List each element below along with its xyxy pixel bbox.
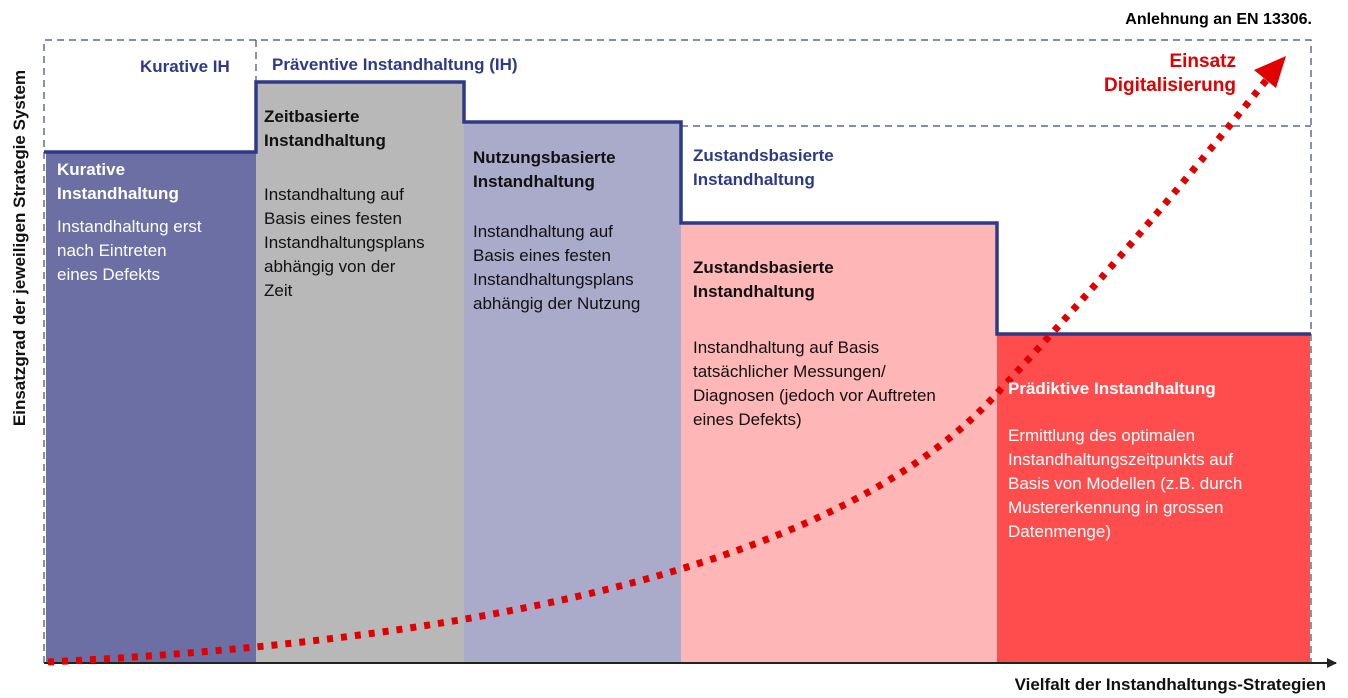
strategy-title-curative: Kurative Instandhaltung	[57, 160, 179, 203]
digitalization-arrow-head	[1254, 56, 1286, 88]
dashed-frame	[43, 39, 1312, 663]
block-time-based	[256, 82, 464, 663]
digitalization-arrow	[47, 75, 1271, 666]
y-axis-label: Einsatzgrad der jeweiligen Strategie Sys…	[10, 69, 29, 427]
strategy-title-usage-based: Nutzungsbasierte Instandhaltung	[473, 148, 616, 191]
reference-note: Anlehnung an EN 13306.	[1125, 11, 1312, 28]
block-usage-based	[464, 122, 681, 663]
group-label-preventive: Präventive Instandhaltung (IH)	[272, 55, 518, 74]
strategy-desc-curative: Instandhaltung erst nach Eintreten eines…	[57, 217, 202, 284]
block-predictive	[997, 334, 1310, 663]
step-line	[44, 80, 1311, 336]
strategy-title-condition-based: Zustandsbasierte Instandhaltung	[693, 258, 834, 301]
block-curative	[46, 152, 256, 663]
strategy-title-time-based: Zeitbasierte Instandhaltung	[264, 107, 386, 150]
strategy-desc-condition-based: Instandhaltung auf Basis tatsächlicher M…	[693, 338, 936, 429]
x-axis-label: Vielfalt der Instandhaltungs-Strategien	[1014, 675, 1326, 694]
overflow-title-condition-based: Zustandsbasierte Instandhaltung	[693, 146, 834, 189]
strategy-desc-time-based: Instandhaltung auf Basis eines festen In…	[264, 185, 425, 300]
strategy-desc-predictive: Ermittlung des optimalen Instandhaltungs…	[1008, 426, 1243, 541]
strategy-title-predictive: Prädiktive Instandhaltung	[1008, 379, 1216, 398]
group-label-curative: Kurative IH	[140, 57, 230, 76]
block-condition-based	[681, 223, 997, 663]
strategy-desc-usage-based: Instandhaltung auf Basis eines festen In…	[473, 222, 641, 313]
arrow-label: Einsatz Digitalisierung	[1104, 51, 1236, 96]
